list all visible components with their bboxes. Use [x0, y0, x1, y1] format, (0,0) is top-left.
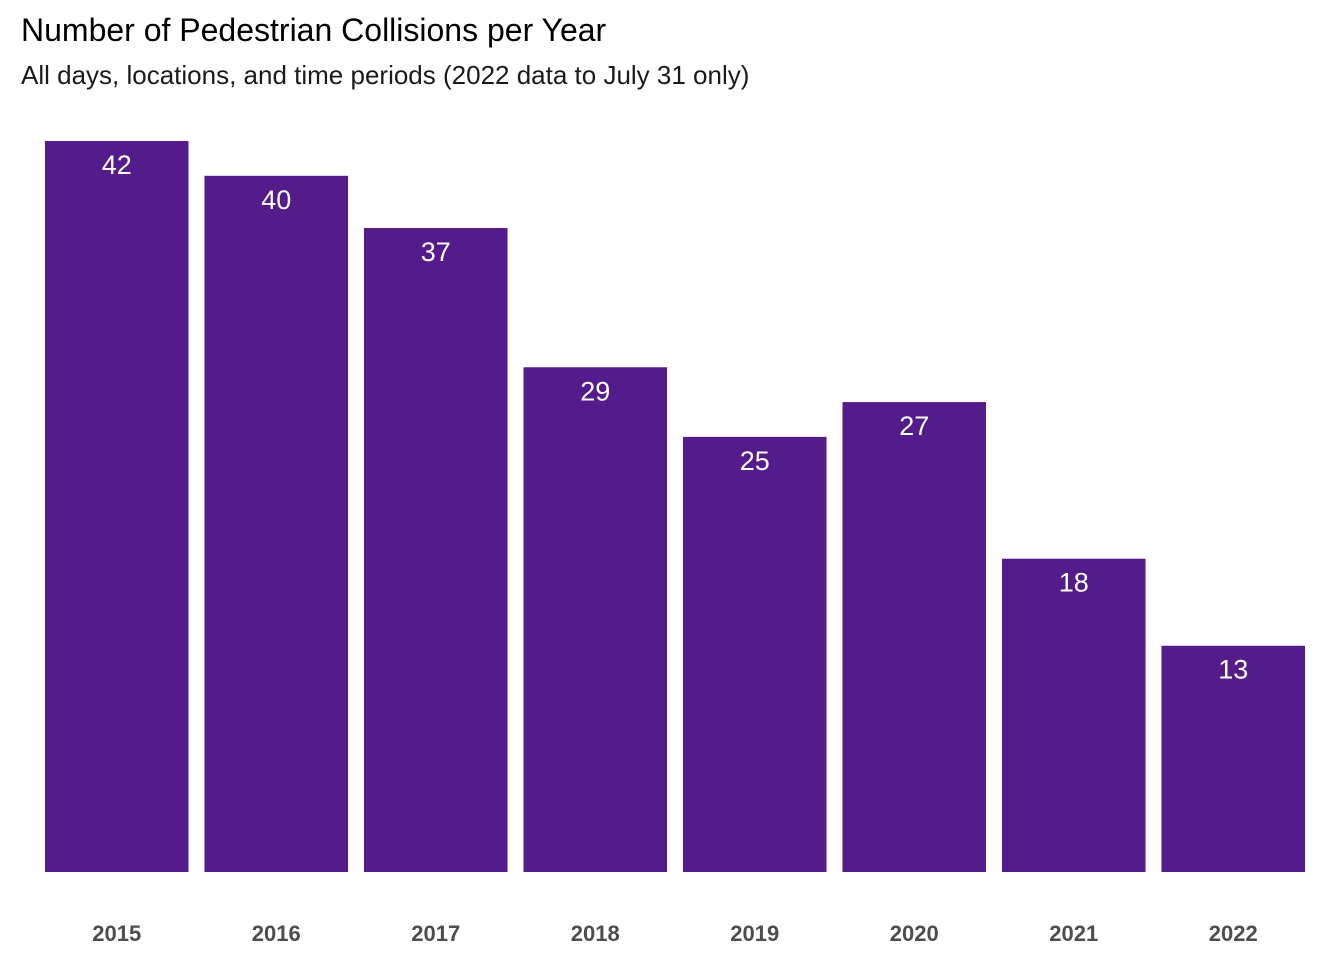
bar-2016	[204, 175, 349, 872]
bar-2017	[363, 228, 508, 872]
data-label-2020: 27	[899, 411, 929, 441]
x-tick-label-2020: 2020	[890, 921, 939, 946]
data-label-2021: 18	[1059, 568, 1089, 598]
bar-2015	[44, 141, 189, 872]
x-tick-label-2016: 2016	[252, 921, 301, 946]
x-tick-label-2019: 2019	[730, 921, 779, 946]
bars-group	[44, 141, 1306, 872]
x-tick-label-2015: 2015	[92, 921, 141, 946]
bar-2020	[842, 402, 987, 872]
data-label-2017: 37	[421, 237, 451, 267]
chart-title: Number of Pedestrian Collisions per Year	[21, 12, 607, 48]
bar-2019	[682, 436, 827, 872]
data-labels-group: 42 40 37 29 25 27 18 13	[102, 150, 1249, 685]
data-label-2022: 13	[1218, 655, 1248, 685]
data-label-2016: 40	[261, 185, 291, 215]
x-tick-label-2018: 2018	[571, 921, 620, 946]
x-tick-label-2021: 2021	[1049, 921, 1098, 946]
data-label-2019: 25	[740, 446, 770, 476]
chart-subtitle: All days, locations, and time periods (2…	[21, 60, 750, 90]
data-label-2018: 29	[580, 376, 610, 406]
bar-2021	[1001, 558, 1146, 872]
x-tick-label-2022: 2022	[1209, 921, 1258, 946]
data-label-2015: 42	[102, 150, 132, 180]
bar-2018	[523, 367, 668, 872]
x-axis-tick-labels: 2015 2016 2017 2018 2019 2020 2021 2022	[92, 921, 1257, 946]
x-tick-label-2017: 2017	[411, 921, 460, 946]
bar-2022	[1161, 645, 1306, 872]
